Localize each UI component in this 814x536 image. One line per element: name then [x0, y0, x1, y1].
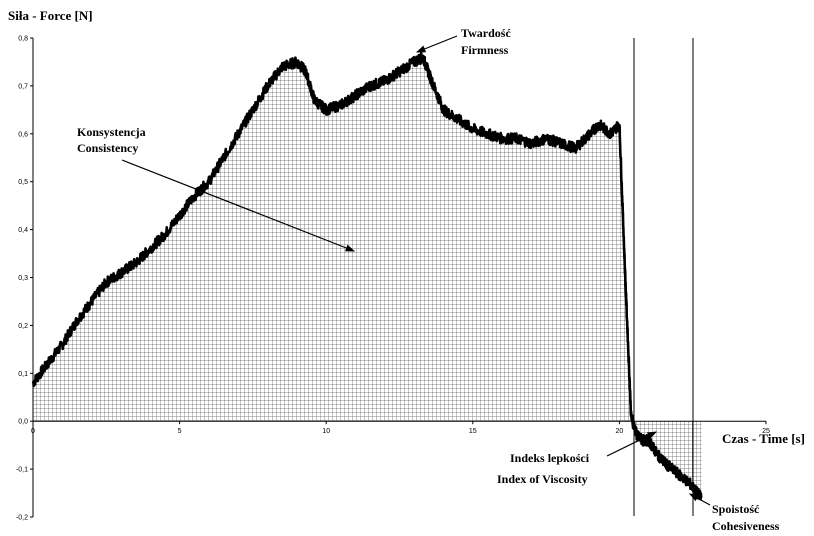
y-tick-label: 0,1	[18, 371, 28, 378]
y-tick-label: 0,8	[18, 36, 28, 43]
data-point	[296, 61, 298, 63]
data-point	[648, 439, 650, 441]
annotation-cohesiveness-line2: Cohesiveness	[712, 519, 780, 533]
annotation-viscosity-line1: Indeks lepkości	[510, 451, 590, 465]
data-point	[700, 497, 703, 499]
y-tick-label: -0,1	[16, 467, 28, 474]
data-point	[325, 109, 327, 111]
annotation-consistency-arrow	[121, 159, 356, 252]
force-series-line	[31, 51, 703, 501]
data-point	[636, 435, 638, 437]
data-point	[105, 281, 107, 283]
y-tick-label: 0,0	[18, 419, 28, 426]
y-tick-label: 0,4	[18, 227, 28, 234]
y-tick-label: 0,6	[18, 131, 28, 138]
annotation-viscosity-line2: Index of Viscosity	[497, 472, 588, 486]
data-point	[313, 99, 316, 101]
data-point	[252, 109, 254, 111]
data-point	[413, 61, 415, 63]
x-tick-label: 10	[322, 428, 330, 435]
data-point	[530, 142, 533, 144]
annotation-viscosity-arrow	[606, 431, 658, 457]
data-point	[574, 147, 577, 149]
data-point	[223, 157, 225, 159]
series-group	[31, 51, 703, 501]
x-tick-label: 5	[178, 428, 182, 435]
data-point	[431, 80, 433, 82]
data-point	[665, 463, 667, 465]
annotation-firmness-line1: Twardość	[461, 26, 511, 40]
annotation-cohesiveness-arrow	[688, 493, 711, 506]
data-point	[516, 138, 518, 140]
data-point	[398, 70, 401, 73]
data-point	[149, 248, 151, 250]
data-point	[457, 118, 459, 120]
data-point	[237, 133, 239, 135]
data-point	[545, 138, 547, 140]
data-point	[91, 300, 93, 302]
data-point	[689, 482, 691, 485]
data-point	[677, 473, 679, 475]
data-point	[305, 70, 307, 73]
data-point	[472, 128, 474, 130]
annotation-consistency: Konsystencja Consistency	[77, 125, 356, 252]
axes: -0,2 -0,1 0,0 0,1 0,2 0,3 0,4 0,5 0,6 0,7 0,8 0 5 10 1…	[16, 36, 770, 522]
data-point	[164, 233, 166, 235]
data-point	[193, 195, 195, 197]
data-point	[47, 363, 49, 365]
x-tick-label: 25	[762, 428, 770, 435]
y-tick-label: 0,3	[18, 275, 28, 282]
data-point	[354, 94, 357, 97]
data-point	[179, 214, 181, 216]
data-point	[267, 85, 269, 87]
data-point	[598, 123, 600, 125]
y-tick-label: 0,7	[18, 83, 28, 90]
data-point	[610, 133, 612, 135]
annotation-firmness-arrow	[415, 35, 458, 53]
data-point	[642, 439, 644, 441]
data-point	[618, 123, 621, 125]
data-point	[442, 109, 445, 111]
data-point	[76, 320, 78, 322]
data-point	[560, 142, 562, 144]
data-point	[384, 80, 386, 82]
data-point	[32, 382, 34, 384]
data-point	[281, 66, 283, 68]
x-axis-label: Czas - Time [s]	[722, 431, 805, 446]
data-point	[589, 133, 591, 135]
y-axis-label: Siła - Force [N]	[8, 8, 93, 23]
annotation-firmness-line2: Firmness	[461, 43, 509, 57]
annotation-firmness: Twardość Firmness	[415, 26, 511, 57]
annotation-viscosity: Indeks lepkości Index of Viscosity	[497, 431, 658, 486]
data-point	[208, 181, 210, 183]
data-point	[486, 133, 489, 135]
data-point	[630, 415, 632, 417]
data-point	[61, 344, 63, 346]
y-tick-label: -0,2	[16, 515, 28, 522]
x-tick-label: 0	[31, 428, 35, 435]
data-point	[422, 56, 424, 58]
annotation-cohesiveness: Spoistość Cohesiveness	[688, 493, 780, 533]
data-point	[120, 272, 122, 274]
annotation-consistency-line2: Consistency	[77, 141, 138, 155]
y-tick-label: 0,2	[18, 323, 28, 330]
annotation-cohesiveness-line1: Spoistość	[712, 502, 760, 516]
data-point	[624, 276, 626, 279]
consistency-area	[33, 53, 633, 422]
annotation-consistency-line1: Konsystencja	[77, 125, 146, 139]
data-point	[340, 104, 342, 106]
data-point	[369, 85, 371, 87]
x-tick-label: 15	[469, 428, 477, 435]
data-point	[135, 262, 137, 264]
data-point	[501, 138, 503, 140]
x-tick-label: 20	[616, 428, 624, 435]
data-point	[656, 454, 659, 456]
y-tick-label: 0,5	[18, 179, 28, 186]
